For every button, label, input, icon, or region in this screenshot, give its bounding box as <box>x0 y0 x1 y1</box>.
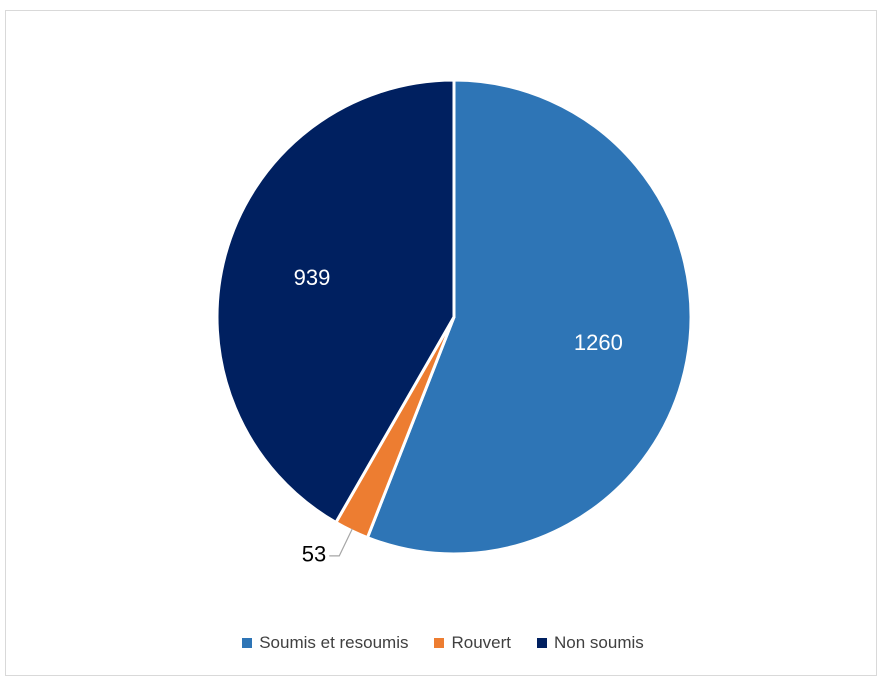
data-label-soumis-et-resoumis: 1260 <box>574 330 623 355</box>
leader-line-rouvert <box>329 528 353 557</box>
data-label-rouvert: 53 <box>302 542 326 567</box>
pie-slice-soumis-et-resoumis <box>365 78 693 556</box>
legend-item-soumis-et-resoumis: Soumis et resoumis <box>242 633 408 653</box>
legend-swatch <box>434 638 445 648</box>
legend-label: Non soumis <box>554 633 644 652</box>
legend: Soumis et resoumis Rouvert Non soumis <box>0 633 886 653</box>
data-label-non-soumis: 939 <box>294 265 331 290</box>
pie-slice-non-soumis <box>215 78 456 524</box>
legend-label: Soumis et resoumis <box>259 633 409 652</box>
legend-item-non-soumis: Non soumis <box>537 633 644 653</box>
legend-label: Rouvert <box>451 633 512 652</box>
legend-swatch <box>242 638 253 648</box>
legend-swatch <box>537 638 548 648</box>
legend-item-rouvert: Rouvert <box>434 633 511 653</box>
